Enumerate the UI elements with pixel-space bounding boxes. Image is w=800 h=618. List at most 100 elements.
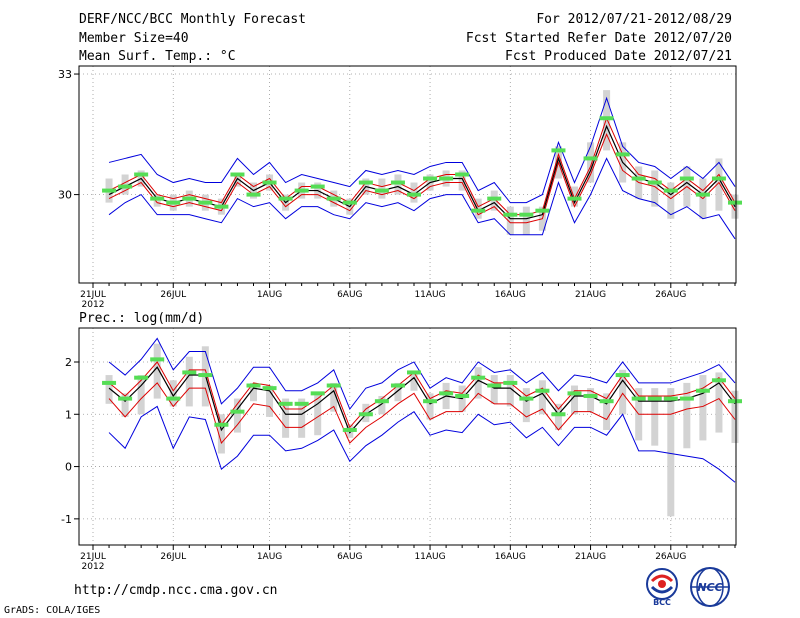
- observed-marker: [182, 196, 197, 201]
- observed-marker: [583, 156, 598, 161]
- observed-marker: [471, 208, 486, 213]
- bcc-logo: BCC: [640, 567, 684, 607]
- observed-marker: [551, 412, 566, 417]
- observed-marker: [150, 357, 165, 362]
- footer-url[interactable]: http://cmdp.ncc.cma.gov.cn: [74, 583, 278, 598]
- ensemble-range-bar: [474, 367, 482, 399]
- ensemble-range-bar: [330, 382, 338, 412]
- observed-marker: [439, 391, 454, 396]
- observed-marker: [503, 380, 518, 385]
- ytick-label: 30: [58, 189, 72, 202]
- plot-frame: [78, 65, 737, 284]
- ncc-emblem-icon: NCC: [690, 567, 730, 607]
- ensemble-range-bar: [554, 403, 562, 430]
- xtick-label: 21JUL: [80, 552, 106, 562]
- observed-marker: [150, 196, 165, 201]
- series-upper-inner: [108, 116, 736, 216]
- ensemble-range-bar: [378, 395, 386, 415]
- observed-marker: [310, 391, 325, 396]
- xtick-label: 16AUG: [495, 552, 526, 562]
- ensemble-range-bar: [378, 178, 386, 199]
- ensemble-range-bar: [266, 385, 274, 417]
- forecast-period: For 2012/07/21-2012/08/29: [536, 12, 732, 27]
- observed-marker: [278, 196, 293, 201]
- ensemble-range-bar: [410, 182, 418, 203]
- observed-marker: [423, 399, 438, 404]
- ensemble-range-bar: [490, 375, 498, 404]
- observed-marker: [455, 172, 470, 177]
- xtick-label: 1AUG: [257, 290, 282, 300]
- observed-marker: [262, 180, 277, 185]
- observed-marker: [294, 188, 309, 193]
- ytick-label: 1: [65, 408, 72, 421]
- ensemble-range-bar: [169, 380, 177, 407]
- ensemble-range-bar: [715, 372, 723, 433]
- ensemble-range-bar: [506, 375, 514, 407]
- fcst-produced-date: Fcst Produced Date 2012/07/21: [505, 49, 732, 64]
- observed-marker: [407, 370, 421, 375]
- ensemble-range-bar: [490, 190, 498, 211]
- observed-marker: [599, 399, 614, 404]
- observed-marker: [214, 204, 229, 209]
- ytick-label: 2: [65, 356, 72, 369]
- observed-marker: [118, 184, 133, 189]
- ytick-label: 33: [58, 68, 72, 81]
- observed-marker: [551, 148, 566, 153]
- observed-marker: [631, 176, 646, 181]
- ensemble-range-bar: [651, 388, 659, 446]
- observed-marker: [358, 180, 373, 185]
- ensemble-range-bar: [571, 385, 578, 415]
- xtick-label: 1AUG: [257, 552, 282, 562]
- xtick-year-label: 2012: [82, 300, 105, 310]
- observed-marker: [326, 196, 341, 201]
- observed-marker: [262, 386, 277, 391]
- observed-marker: [166, 396, 181, 401]
- ensemble-range-bar: [683, 382, 691, 449]
- observed-marker: [711, 176, 726, 181]
- ytick-label: -1: [61, 513, 72, 526]
- ensemble-range-bar: [394, 174, 402, 195]
- series-ensemble-mean: [108, 124, 736, 220]
- variable-precipitation-label: Prec.: log(mm/d): [79, 311, 205, 326]
- observed-marker: [134, 375, 149, 380]
- ensemble-range-bar: [619, 369, 627, 415]
- observed-marker: [230, 172, 245, 177]
- observed-marker: [182, 370, 197, 375]
- grads-credit: GrADS: COLA/IGES: [4, 605, 101, 616]
- ensemble-range-bar: [571, 186, 578, 207]
- ensemble-range-bar: [603, 90, 611, 151]
- observed-marker: [390, 180, 405, 185]
- ensemble-range-bar: [587, 142, 595, 183]
- xtick-label: 11AUG: [414, 552, 445, 562]
- xtick-label: 6AUG: [337, 552, 362, 562]
- observed-marker: [246, 383, 261, 388]
- observed-marker: [615, 373, 630, 378]
- observed-marker: [663, 188, 678, 193]
- observed-marker: [471, 375, 486, 380]
- ensemble-range-bar: [233, 174, 241, 187]
- ensemble-range-bar: [233, 398, 241, 433]
- variable-temperature-label: Mean Surf. Temp.: °C: [79, 49, 236, 64]
- ensemble-range-bar: [538, 380, 546, 415]
- observed-marker: [599, 116, 614, 121]
- observed-marker: [487, 383, 502, 388]
- ensemble-range-bar: [153, 194, 161, 207]
- observed-marker: [214, 422, 229, 427]
- xtick-label: 26AUG: [655, 290, 686, 300]
- observed-marker: [358, 412, 373, 417]
- ensemble-range-bar: [474, 198, 482, 219]
- ensemble-range-bar: [426, 393, 434, 420]
- header-title: DERF/NCC/BCC Monthly Forecast: [79, 12, 306, 27]
- ensemble-range-bar: [121, 174, 129, 195]
- observed-marker: [519, 396, 534, 401]
- observed-marker: [728, 399, 742, 404]
- observed-marker: [455, 393, 470, 398]
- ensemble-range-bar: [105, 375, 113, 404]
- ensemble-range-bar: [458, 170, 466, 191]
- ncc-logo-text: NCC: [697, 581, 722, 594]
- observed-marker: [342, 200, 357, 205]
- fcst-started-date: Fcst Started Refer Date 2012/07/20: [465, 31, 732, 46]
- ensemble-range-bar: [587, 388, 595, 412]
- xtick-label: 26AUG: [655, 552, 686, 562]
